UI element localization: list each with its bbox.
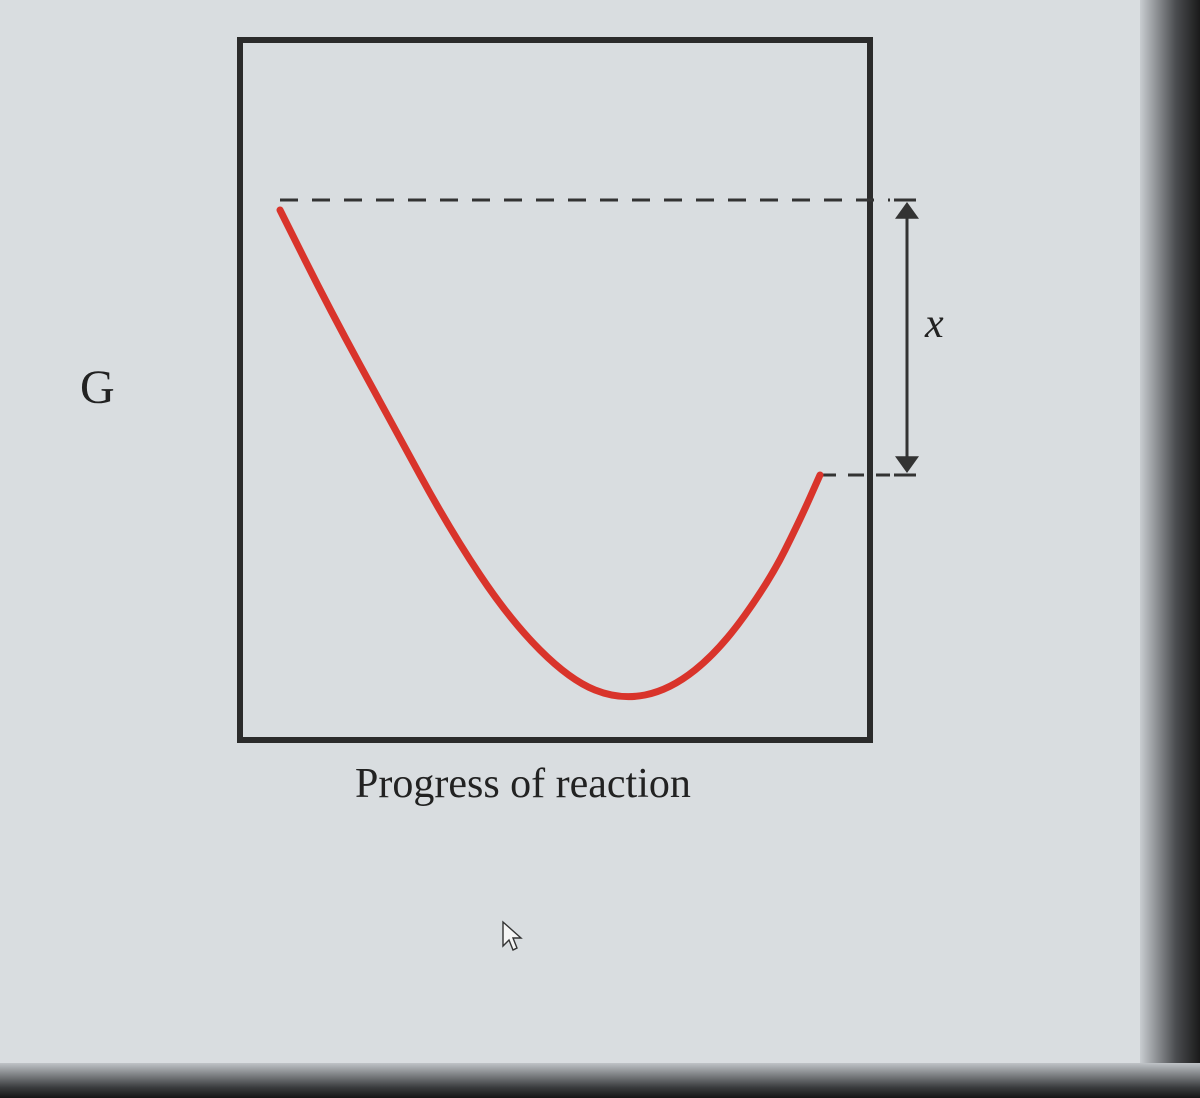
monitor-bezel-right	[1140, 0, 1200, 1098]
monitor-bezel-bottom	[0, 1063, 1200, 1098]
x-axis-label: Progress of reaction	[355, 760, 691, 808]
cursor-icon	[500, 920, 526, 961]
reaction-energy-diagram: G Progress of reaction x	[80, 20, 1000, 845]
diagram-svg	[80, 20, 1000, 840]
interval-label: x	[925, 300, 944, 348]
y-axis-label: G	[80, 360, 115, 415]
